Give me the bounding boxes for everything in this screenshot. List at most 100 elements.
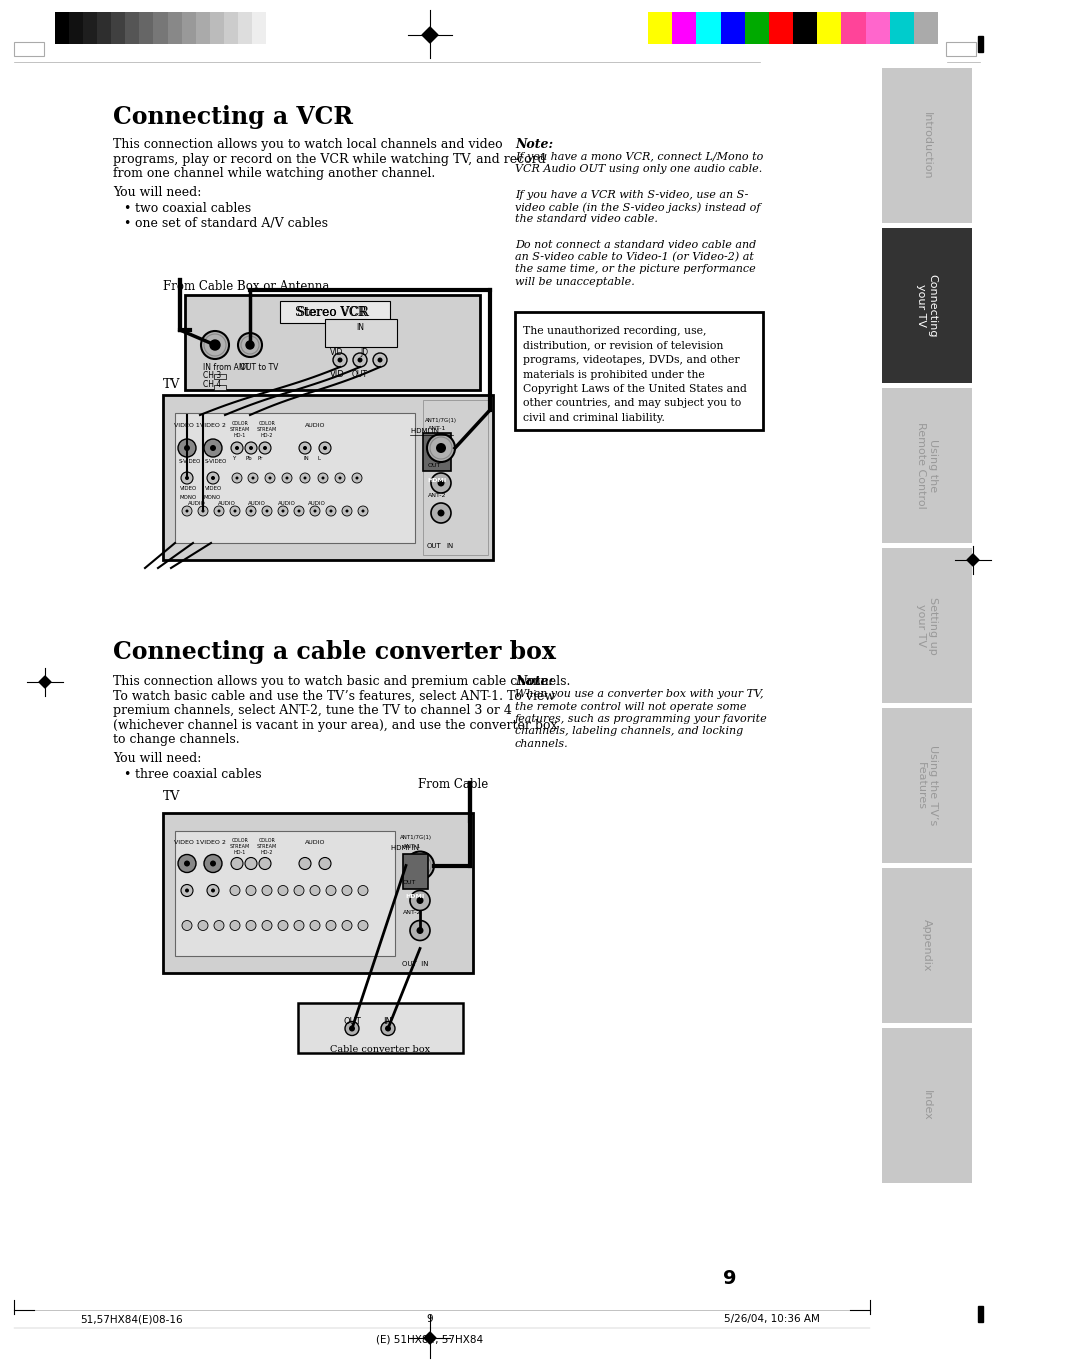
Circle shape (262, 506, 272, 516)
Text: MONO: MONO (179, 495, 197, 501)
Text: video cable (in the S-video jacks) instead of: video cable (in the S-video jacks) inste… (515, 202, 760, 213)
Circle shape (303, 446, 307, 450)
Circle shape (183, 506, 192, 516)
Circle shape (323, 446, 327, 450)
Circle shape (201, 331, 229, 359)
Circle shape (231, 442, 243, 454)
Bar (139, 12, 153, 44)
Circle shape (299, 858, 311, 869)
Circle shape (299, 442, 311, 454)
Text: AUDIO: AUDIO (305, 423, 325, 428)
Circle shape (204, 439, 222, 457)
Text: Setting up
your TV: Setting up your TV (916, 596, 937, 655)
Circle shape (249, 446, 253, 450)
Text: AUDIO: AUDIO (308, 501, 326, 506)
Text: •: • (123, 217, 131, 229)
Bar (865, 12, 890, 44)
Bar (882, 1028, 972, 1183)
Circle shape (410, 921, 430, 941)
Circle shape (246, 885, 256, 896)
Bar (423, 400, 488, 555)
Bar (882, 68, 972, 222)
Circle shape (353, 353, 367, 367)
Circle shape (217, 510, 220, 513)
Text: Introduction: Introduction (922, 112, 932, 179)
Text: ANT1/7G(1): ANT1/7G(1) (400, 836, 432, 840)
Circle shape (210, 340, 220, 351)
Circle shape (198, 506, 208, 516)
Text: channels.: channels. (515, 739, 569, 749)
Text: an S-video cable to Video-1 (or Video-2) at: an S-video cable to Video-1 (or Video-2)… (515, 252, 754, 262)
Text: (E) 51HX84, 57HX84: (E) 51HX84, 57HX84 (377, 1335, 484, 1345)
Circle shape (326, 921, 336, 930)
Circle shape (183, 921, 192, 930)
Circle shape (285, 476, 288, 480)
Circle shape (333, 353, 347, 367)
Circle shape (406, 851, 434, 880)
Bar (890, 12, 914, 44)
Circle shape (230, 885, 240, 896)
Text: Index: Index (922, 1090, 932, 1121)
Bar (252, 12, 266, 44)
Text: When you use a converter box with your TV,: When you use a converter box with your T… (515, 689, 764, 698)
Text: VID: VID (330, 348, 343, 357)
Text: VIDEO: VIDEO (205, 486, 222, 491)
Circle shape (235, 446, 239, 450)
Circle shape (337, 330, 342, 336)
Text: channels, labeling channels, and locking: channels, labeling channels, and locking (515, 727, 743, 737)
Circle shape (211, 888, 215, 892)
Text: AUDIO: AUDIO (188, 501, 206, 506)
Text: HDMI IN: HDMI IN (411, 428, 438, 434)
Text: •: • (123, 202, 131, 216)
Bar (515, 312, 762, 430)
Circle shape (342, 885, 352, 896)
Circle shape (346, 510, 349, 513)
Circle shape (437, 510, 445, 517)
Circle shape (185, 888, 189, 892)
Circle shape (310, 506, 320, 516)
Circle shape (233, 510, 237, 513)
Circle shape (337, 357, 342, 363)
Bar (111, 12, 125, 44)
Text: You will need:: You will need: (113, 752, 201, 764)
Circle shape (431, 503, 451, 522)
Text: the same time, or the picture performance: the same time, or the picture performanc… (515, 265, 756, 274)
Text: Copyright Laws of the United States and: Copyright Laws of the United States and (523, 385, 747, 394)
Bar (403, 854, 428, 888)
Circle shape (266, 510, 269, 513)
Text: VIDEO: VIDEO (180, 486, 198, 491)
Text: If you have a VCR with S-video, use an S-: If you have a VCR with S-video, use an S… (515, 190, 748, 199)
Text: VIDEO 1: VIDEO 1 (174, 840, 200, 846)
Circle shape (384, 1026, 391, 1031)
Text: From Cable Box or Antenna: From Cable Box or Antenna (163, 280, 329, 293)
Circle shape (319, 858, 330, 869)
Text: Stereo VCR: Stereo VCR (295, 307, 369, 319)
Text: from one channel while watching another channel.: from one channel while watching another … (113, 166, 435, 180)
Text: will be unacceptable.: will be unacceptable. (515, 277, 635, 286)
Text: If you have a mono VCR, connect L/Mono to: If you have a mono VCR, connect L/Mono t… (515, 151, 764, 162)
Text: JD: JD (360, 348, 368, 357)
Circle shape (214, 506, 224, 516)
Text: the remote control will not operate some: the remote control will not operate some (515, 701, 746, 712)
Text: programs, videotapes, DVDs, and other: programs, videotapes, DVDs, and other (523, 355, 740, 366)
Polygon shape (424, 1333, 436, 1344)
Circle shape (181, 472, 193, 484)
Text: VIDEO 2: VIDEO 2 (200, 840, 226, 846)
Circle shape (204, 854, 222, 873)
Polygon shape (967, 554, 978, 566)
Text: IN: IN (383, 1016, 392, 1026)
Circle shape (436, 443, 446, 453)
Circle shape (431, 473, 451, 492)
Circle shape (355, 476, 359, 480)
Text: to change channels.: to change channels. (113, 732, 240, 746)
Circle shape (303, 476, 307, 480)
Text: TV: TV (163, 791, 180, 803)
Circle shape (230, 921, 240, 930)
Text: From Cable: From Cable (418, 779, 488, 791)
Bar (946, 42, 976, 56)
Text: 5/26/04, 10:36 AM: 5/26/04, 10:36 AM (724, 1314, 820, 1324)
Circle shape (214, 921, 224, 930)
Text: CH 4: CH 4 (203, 381, 221, 389)
Bar (163, 813, 473, 973)
Text: AUDIO: AUDIO (305, 840, 325, 846)
